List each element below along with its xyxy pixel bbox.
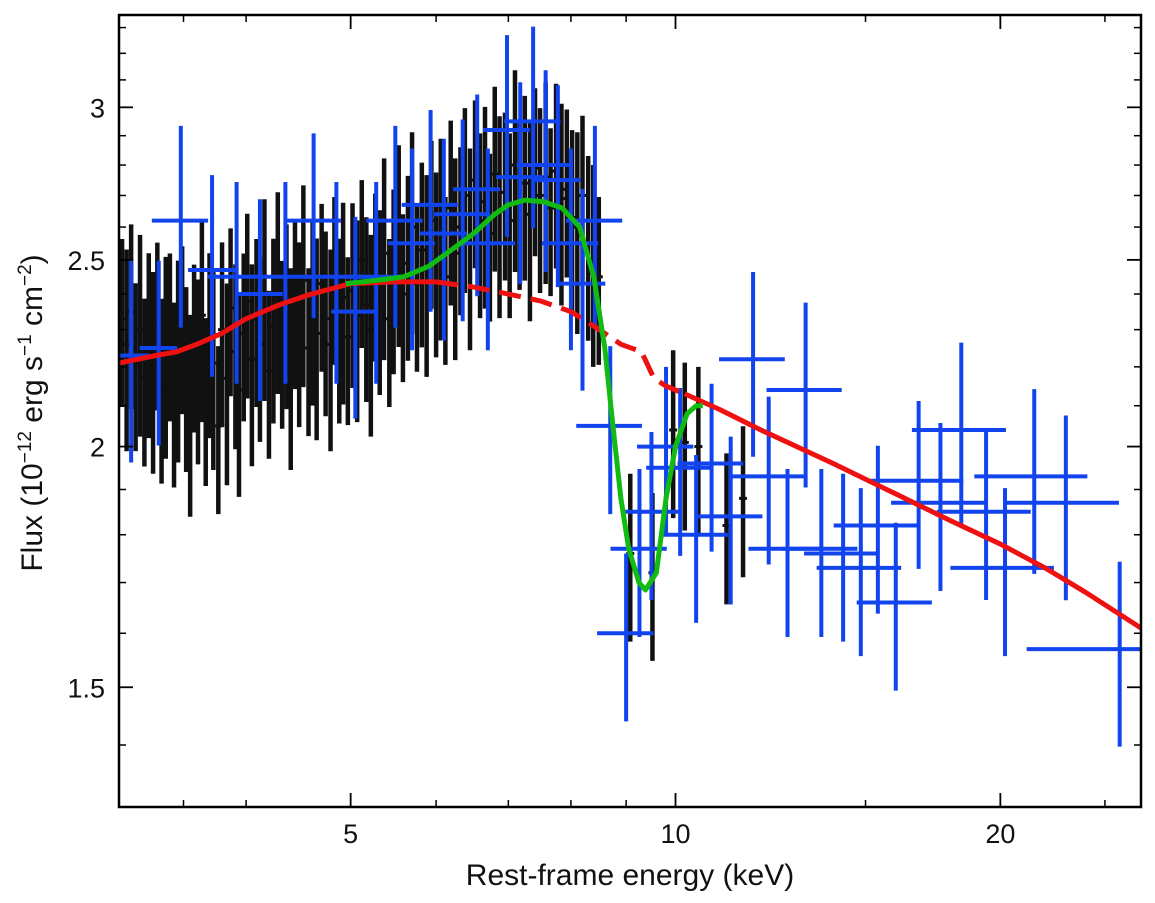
y-tick-label-2: 2.5 (67, 246, 105, 276)
x-tick-label-0: 5 (343, 819, 358, 849)
y-axis-label: Flux (10−12 erg s−1 cm−2) (15, 254, 49, 571)
y-tick-label-1: 2 (90, 433, 105, 463)
y-tick-label-0: 1.5 (67, 673, 105, 703)
x-tick-label-2: 20 (985, 819, 1015, 849)
x-axis-label: Rest-frame energy (keV) (466, 859, 794, 892)
x-tick-label-1: 10 (660, 819, 690, 849)
chart: 5 10 20 1.5 2 2.5 3 Rest-frame energy (keV) Fl… (0, 0, 1155, 903)
y-tick-label-3: 3 (90, 93, 105, 123)
